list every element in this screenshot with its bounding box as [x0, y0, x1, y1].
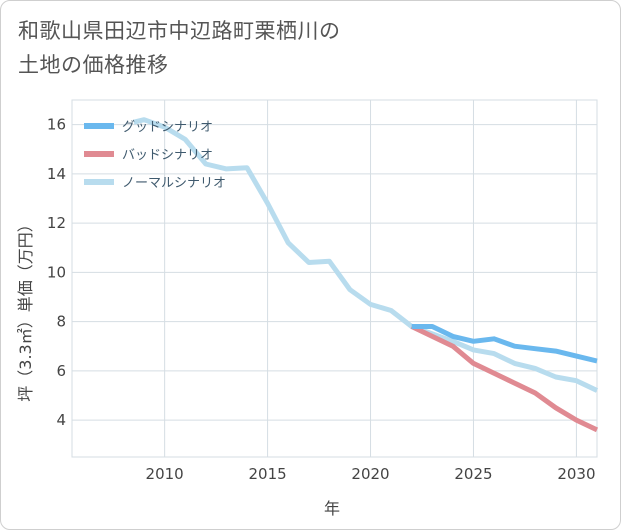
x-tick-label: 2015	[248, 465, 286, 483]
title-line-2: 土地の価格推移	[18, 53, 169, 77]
series-line-1	[411, 324, 598, 364]
y-tick-label: 8	[56, 313, 66, 331]
y-tick-label: 6	[56, 362, 66, 380]
series-line-3	[133, 117, 599, 393]
y-tick-label: 16	[47, 116, 66, 134]
legend-label-3: ノーマルシナリオ	[122, 176, 226, 191]
x-tick-label: 2020	[351, 465, 389, 483]
axes: 2010 2015 2020 2025 2030 4 6 8 10 12 14 16	[47, 116, 596, 483]
y-tick-label: 12	[47, 214, 66, 232]
x-tick-label: 2010	[146, 465, 184, 483]
x-axis-label: 年	[324, 499, 340, 518]
y-axis-label: 坪（3.3㎡）単価（万円）	[16, 216, 35, 401]
x-tick-label: 2025	[454, 465, 492, 483]
chart-title: 和歌山県田辺市中辺路町栗栖川の 土地の価格推移	[18, 14, 538, 82]
y-tick-label: 14	[47, 165, 66, 183]
legend-label-1: グッドシナリオ	[122, 120, 213, 135]
y-tick-label: 10	[47, 263, 66, 281]
plot-frame	[71, 99, 598, 458]
series-layer	[133, 117, 599, 433]
y-tick-label: 4	[56, 411, 66, 429]
title-line-1: 和歌山県田辺市中辺路町栗栖川の	[18, 19, 341, 43]
series-line-2	[410, 324, 599, 433]
x-tick-label: 2030	[557, 465, 595, 483]
legend-label-2: バッドシナリオ	[122, 148, 213, 163]
